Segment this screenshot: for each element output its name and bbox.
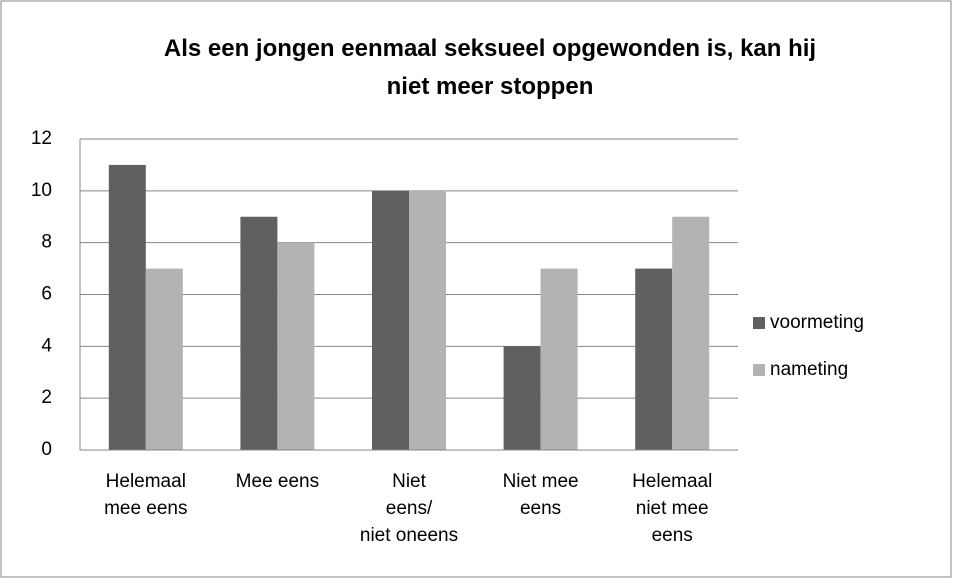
legend-swatch xyxy=(753,364,765,376)
x-tick-label: Mee eens xyxy=(236,471,319,492)
bar xyxy=(540,268,578,450)
x-tick-label: Niet eens/niet oneens xyxy=(360,471,458,546)
y-tick-label: 6 xyxy=(41,284,52,305)
bar xyxy=(372,190,409,451)
y-tick-label: 4 xyxy=(41,335,52,356)
y-tick-label: 10 xyxy=(31,180,52,201)
legend-label: voormeting xyxy=(770,312,864,333)
x-tick-label: Niet mee eens xyxy=(503,471,579,519)
x-tick-label: Helemaal niet mee eens xyxy=(632,471,712,546)
bar xyxy=(409,190,446,451)
legend-swatch xyxy=(753,317,765,329)
bar xyxy=(672,216,710,450)
y-tick-label: 8 xyxy=(41,232,52,253)
bar xyxy=(108,164,146,450)
y-tick-label: 2 xyxy=(41,387,52,408)
chart-title: Als een jongen eenmaal seksueel opgewond… xyxy=(164,35,816,100)
bar xyxy=(145,268,183,450)
y-tick-label: 12 xyxy=(31,128,52,149)
x-tick-label: Helemaal mee eens xyxy=(104,471,187,519)
legend-label: nameting xyxy=(770,359,848,380)
bar xyxy=(240,216,278,450)
bar xyxy=(635,268,673,450)
bar xyxy=(503,346,541,450)
y-tick-label: 0 xyxy=(41,439,52,460)
bar xyxy=(277,242,315,450)
